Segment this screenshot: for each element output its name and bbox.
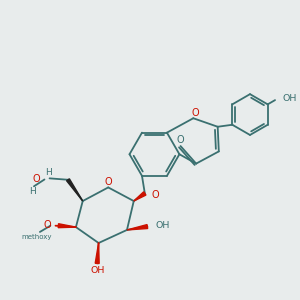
Text: H: H xyxy=(45,168,52,177)
Text: methoxy: methoxy xyxy=(21,234,52,240)
Text: O: O xyxy=(191,108,199,118)
Polygon shape xyxy=(127,225,148,230)
Text: OH: OH xyxy=(90,266,104,275)
Polygon shape xyxy=(67,179,83,201)
Polygon shape xyxy=(134,192,146,201)
Text: O: O xyxy=(151,190,159,200)
Text: OH: OH xyxy=(283,94,297,103)
Polygon shape xyxy=(58,224,76,228)
Text: O: O xyxy=(176,135,184,146)
Text: O: O xyxy=(105,177,112,187)
Text: O: O xyxy=(33,175,40,184)
Text: OH: OH xyxy=(155,221,170,230)
Text: H: H xyxy=(29,187,36,196)
Text: O: O xyxy=(44,220,52,230)
Polygon shape xyxy=(95,243,99,263)
